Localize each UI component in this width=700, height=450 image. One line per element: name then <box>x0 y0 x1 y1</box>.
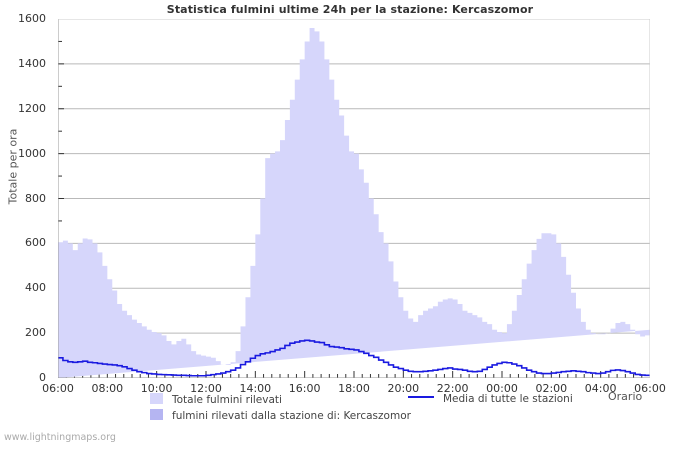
legend-label-total: Totale fulmini rilevati <box>172 394 282 406</box>
y-tick-label: 1400 <box>18 56 46 70</box>
x-tick-label: 18:00 <box>338 382 370 395</box>
legend-item-station[interactable]: fulmini rilevati dalla stazione di: Kerc… <box>150 409 411 422</box>
series-area-0 <box>58 27 650 378</box>
y-tick-label: 400 <box>25 281 46 295</box>
x-axis-label: Orario <box>608 390 643 403</box>
site-watermark: www.lightningmaps.org <box>4 432 116 443</box>
chart-title: Statistica fulmini ultime 24h per la sta… <box>166 3 534 16</box>
y-tick-label: 1600 <box>18 12 46 25</box>
x-tick-label: 06:00 <box>634 382 666 395</box>
x-tick-label: 22:00 <box>436 382 469 395</box>
x-tick-label: 14:00 <box>239 382 272 395</box>
legend-label-station: fulmini rilevati dalla stazione di: Kerc… <box>172 410 411 422</box>
y-tick-label: 200 <box>25 326 46 340</box>
x-tick-label: 06:00 <box>42 382 74 395</box>
x-tick-label: 16:00 <box>288 382 321 395</box>
x-tick-label: 12:00 <box>190 382 222 395</box>
legend-line-average <box>408 396 434 398</box>
x-tick-label: 08:00 <box>91 382 124 395</box>
y-tick-label: 0 <box>39 371 46 384</box>
plot-area <box>57 18 651 379</box>
x-tick-label: 00:00 <box>486 382 518 395</box>
y-axis-label: Totale per ora <box>6 128 20 205</box>
legend-swatch-station <box>150 409 163 420</box>
legend-item-total[interactable]: Totale fulmini rilevati <box>150 393 282 406</box>
legend-swatch-total <box>150 393 163 404</box>
legend-item-average[interactable]: Media di tutte le stazioni <box>408 393 573 405</box>
x-tick-label: 20:00 <box>387 382 420 395</box>
y-tick-label: 1000 <box>18 146 46 160</box>
y-tick-label: 800 <box>25 191 46 205</box>
y-tick-label: 600 <box>25 236 46 250</box>
y-tick-label: 1200 <box>18 101 46 115</box>
x-tick-label: 10:00 <box>140 382 173 395</box>
legend-label-average: Media di tutte le stazioni <box>443 393 573 405</box>
chart-canvas <box>57 18 651 379</box>
x-tick-label: 02:00 <box>535 382 568 395</box>
x-tick-label: 04:00 <box>584 382 617 395</box>
series-line-2 <box>58 339 651 377</box>
chart-legend: Totale fulmini rilevati fulmini rilevati… <box>0 392 700 428</box>
